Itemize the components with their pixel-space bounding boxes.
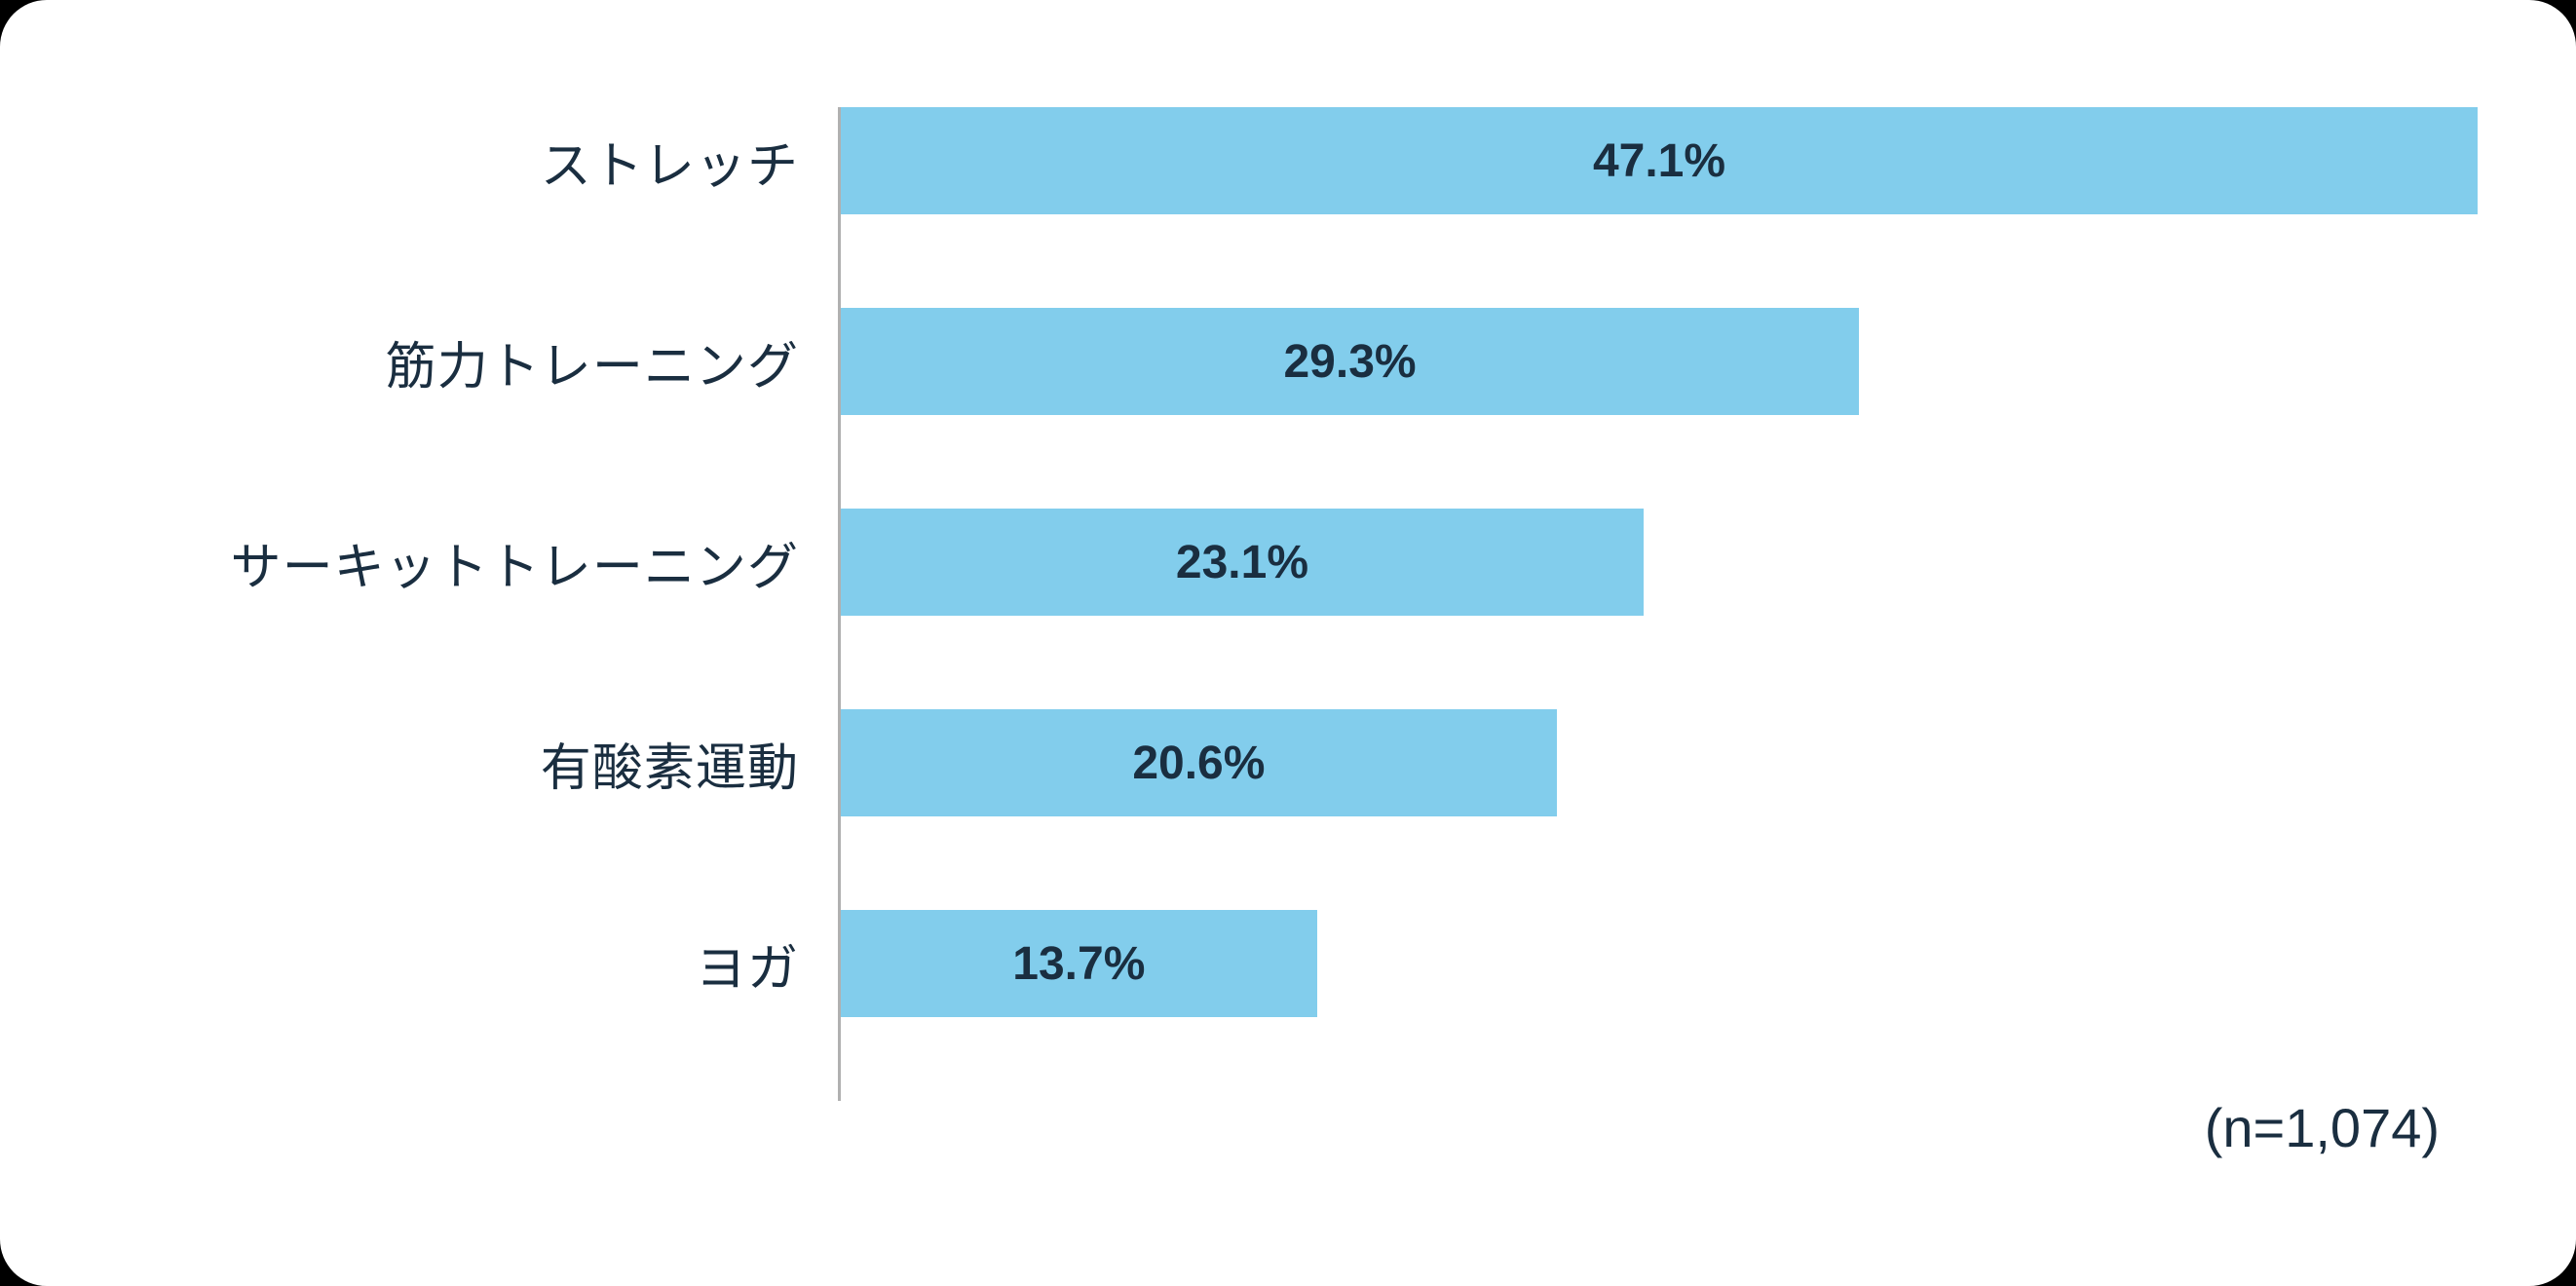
bar-row: ストレッチ 47.1% (97, 107, 2479, 214)
bar-wrapper: 20.6% (838, 709, 2479, 816)
bar-wrapper: 13.7% (838, 910, 2479, 1017)
bar-value: 23.1% (1176, 536, 1308, 589)
bar: 13.7% (841, 910, 1317, 1017)
bar-row: 有酸素運動 20.6% (97, 709, 2479, 816)
bar: 29.3% (841, 308, 1859, 415)
category-label: ストレッチ (97, 125, 838, 198)
bar-row: 筋力トレーニング 29.3% (97, 308, 2479, 415)
bar: 20.6% (841, 709, 1557, 816)
bar-value: 29.3% (1283, 335, 1416, 389)
category-label: サーキットトレーニング (97, 526, 838, 599)
chart-area: ストレッチ 47.1% 筋力トレーニング 29.3% サーキットトレーニング 2… (97, 107, 2479, 1081)
bar-value: 13.7% (1012, 937, 1145, 991)
bar-wrapper: 47.1% (838, 107, 2479, 214)
category-label: 有酸素運動 (97, 727, 838, 800)
bar-value: 20.6% (1132, 737, 1265, 790)
bar-wrapper: 29.3% (838, 308, 2479, 415)
bar-row: サーキットトレーニング 23.1% (97, 509, 2479, 616)
bar-row: ヨガ 13.7% (97, 910, 2479, 1017)
category-label: ヨガ (97, 927, 838, 1001)
category-label: 筋力トレーニング (97, 325, 838, 398)
bar: 47.1% (841, 107, 2478, 214)
bar-value: 47.1% (1593, 134, 1725, 188)
sample-size-label: (n=1,074) (2205, 1096, 2440, 1159)
bar: 23.1% (841, 509, 1644, 616)
bar-wrapper: 23.1% (838, 509, 2479, 616)
chart-container: ストレッチ 47.1% 筋力トレーニング 29.3% サーキットトレーニング 2… (0, 0, 2576, 1286)
